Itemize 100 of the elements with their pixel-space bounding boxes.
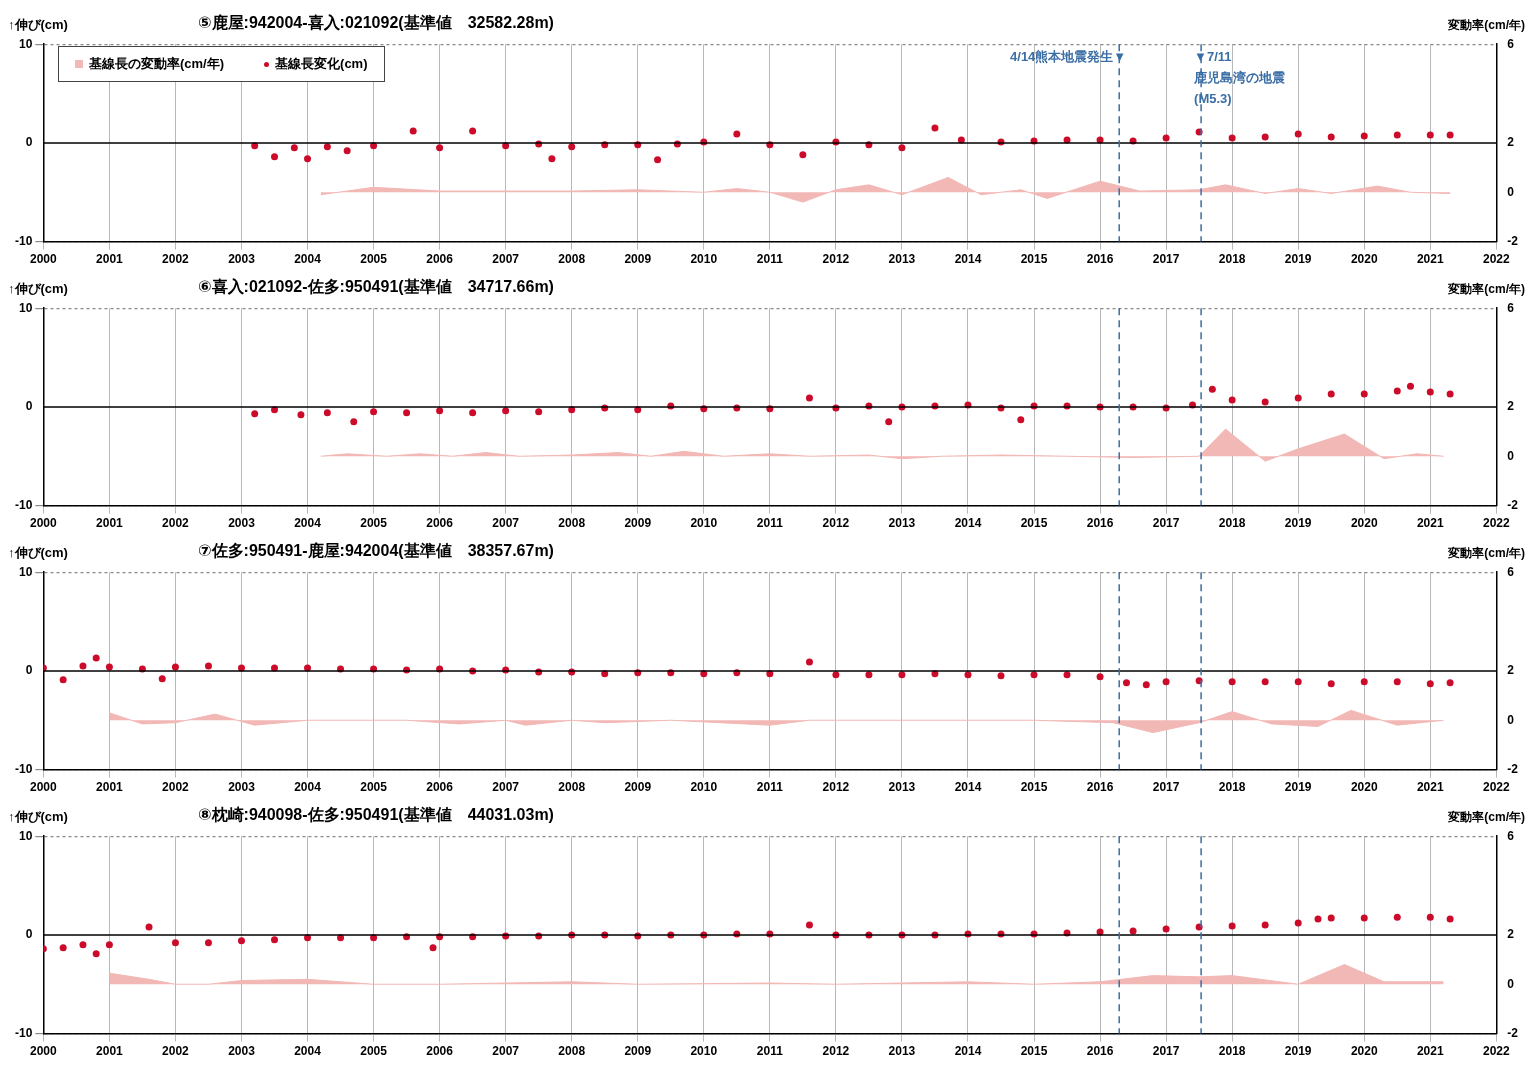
ref-line-label: 4/14熊本地震発生▼: [1010, 49, 1127, 65]
point: [1327, 914, 1335, 922]
point: [733, 130, 741, 138]
x-tick-label: 2007: [492, 1044, 520, 1059]
point: [1327, 680, 1335, 688]
point: [931, 124, 939, 132]
x-tick-label: 2009: [624, 516, 652, 531]
y2-tick-label: 2: [1507, 927, 1515, 942]
point: [204, 939, 212, 947]
point: [1360, 132, 1368, 140]
point: [204, 662, 212, 670]
point: [1314, 915, 1322, 923]
y2-tick-label: 0: [1507, 712, 1515, 727]
x-tick-label: 2008: [558, 780, 586, 795]
point: [271, 936, 278, 944]
point: [865, 671, 873, 679]
x-tick-label: 2004: [294, 1044, 322, 1059]
point: [436, 144, 444, 152]
y2-tick-label: 6: [1507, 828, 1515, 843]
y-axis-title: ↑伸び(cm): [8, 808, 69, 826]
y2-axis-title: 変動率(cm/年): [1448, 17, 1525, 34]
x-tick-label: 2020: [1350, 252, 1378, 267]
x-tick-label: 2000: [29, 780, 58, 795]
point: [105, 663, 113, 671]
point: [1294, 130, 1302, 138]
point: [79, 662, 87, 670]
y2-axis-title: 変動率(cm/年): [1448, 281, 1525, 298]
point: [1228, 678, 1236, 686]
x-tick-label: 2003: [228, 252, 256, 267]
x-tick-label: 2021: [1416, 252, 1444, 267]
x-tick-label: 2017: [1152, 252, 1180, 267]
x-tick-label: 2005: [360, 1044, 388, 1059]
point: [548, 155, 556, 163]
x-tick-label: 2002: [162, 252, 190, 267]
point: [1294, 678, 1302, 686]
x-tick-label: 2022: [1482, 252, 1510, 267]
point: [1327, 133, 1335, 141]
x-tick-label: 2021: [1416, 516, 1444, 531]
x-tick-label: 2008: [558, 516, 586, 531]
x-tick-label: 2013: [888, 252, 916, 267]
x-tick-label: 2015: [1020, 516, 1048, 531]
point: [171, 939, 179, 947]
point: [654, 156, 662, 164]
y2-axis-title: 変動率(cm/年): [1448, 545, 1525, 562]
point: [1360, 914, 1368, 922]
x-tick-label: 2020: [1350, 780, 1378, 795]
point: [343, 147, 351, 155]
point: [237, 937, 245, 945]
point: [898, 144, 906, 152]
point: [290, 144, 298, 152]
x-tick-label: 2007: [492, 252, 520, 267]
x-tick-label: 2004: [294, 252, 322, 267]
x-tick-label: 2002: [162, 780, 190, 795]
y2-tick-label: 2: [1507, 663, 1515, 678]
point: [251, 410, 259, 418]
x-tick-label: 2001: [96, 780, 124, 795]
y-tick-label: 0: [25, 663, 33, 678]
point: [885, 418, 893, 426]
point: [832, 671, 840, 679]
x-tick-label: 2019: [1284, 252, 1312, 267]
x-tick-label: 2022: [1482, 1044, 1510, 1059]
point: [799, 151, 807, 159]
point: [898, 671, 906, 679]
x-tick-label: 2012: [822, 780, 850, 795]
point: [535, 408, 543, 416]
point: [1393, 913, 1401, 921]
point: [1122, 679, 1130, 687]
y-tick-label: 0: [25, 135, 33, 150]
point: [370, 408, 378, 416]
y-tick-label: 10: [18, 36, 33, 51]
point: [59, 944, 67, 952]
x-tick-label: 2008: [558, 1044, 586, 1059]
point: [1030, 671, 1038, 679]
point: [323, 409, 331, 417]
y2-tick-label: 6: [1507, 564, 1515, 579]
y2-tick-label: 6: [1507, 300, 1515, 315]
x-tick-label: 2006: [426, 780, 454, 795]
x-tick-label: 2012: [822, 516, 850, 531]
legend-label: 基線長の変動率(cm/年): [89, 55, 225, 73]
x-tick-label: 2015: [1020, 1044, 1048, 1059]
x-tick-label: 2011: [756, 780, 784, 795]
point: [1063, 671, 1071, 679]
point: [304, 155, 312, 163]
point: [1446, 915, 1454, 923]
point: [997, 672, 1005, 680]
x-tick-label: 2019: [1284, 516, 1312, 531]
x-tick-label: 2020: [1350, 1044, 1378, 1059]
x-tick-label: 2021: [1416, 780, 1444, 795]
point: [59, 676, 67, 684]
x-tick-label: 2018: [1218, 780, 1246, 795]
x-tick-label: 2001: [96, 1044, 124, 1059]
x-tick-label: 2013: [888, 780, 916, 795]
x-tick-label: 2011: [756, 252, 784, 267]
point: [805, 658, 813, 666]
y2-tick-label: -2: [1507, 761, 1519, 776]
x-tick-label: 2009: [624, 252, 652, 267]
y2-tick-label: 0: [1507, 184, 1515, 199]
point: [1294, 394, 1302, 402]
legend-label: 基線長変化(cm): [275, 55, 368, 73]
chart-title: ⑦佐多:950491-鹿屋:942004(基準値 38357.67m): [198, 541, 554, 561]
